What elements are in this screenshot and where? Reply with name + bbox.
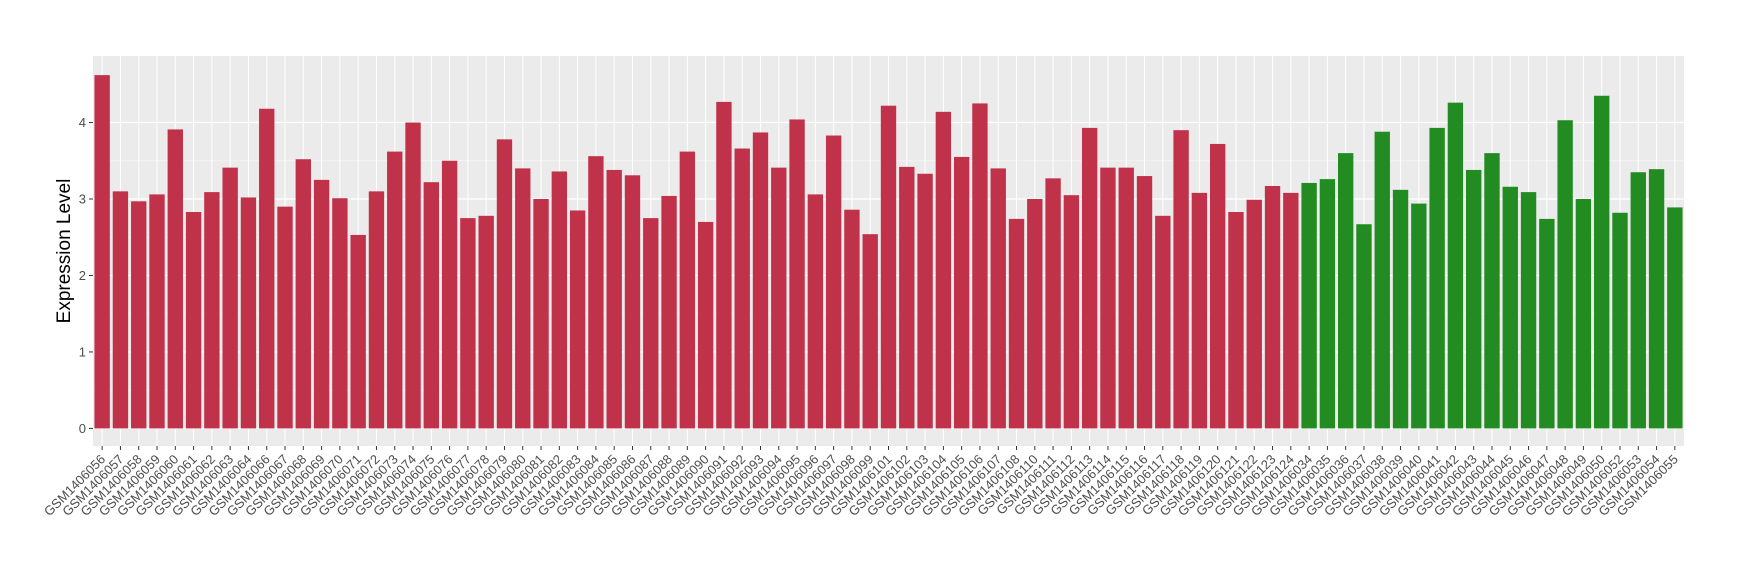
bar (1502, 186, 1518, 429)
bar (953, 156, 970, 429)
y-tick-label: 2 (79, 268, 86, 283)
bar (917, 173, 933, 429)
bar (1594, 95, 1610, 429)
bar (697, 221, 714, 429)
bar (1191, 192, 1208, 429)
bar (862, 234, 878, 429)
y-tick-label: 0 (79, 421, 86, 436)
bar (478, 215, 494, 429)
bar (1484, 153, 1500, 429)
bar (460, 218, 476, 429)
bar (1466, 169, 1482, 429)
bar (606, 169, 622, 429)
bar (716, 101, 732, 429)
bar (1374, 131, 1390, 429)
bar (222, 167, 238, 429)
bar (844, 209, 860, 429)
bar (807, 194, 824, 429)
bar (1173, 130, 1189, 429)
bar (1100, 167, 1116, 429)
bar (1539, 218, 1555, 429)
bar (423, 182, 439, 429)
bar (1411, 203, 1427, 429)
bar (1630, 172, 1646, 429)
bar (259, 108, 275, 429)
bar (1356, 224, 1372, 429)
bar (387, 151, 403, 429)
bar (1447, 102, 1464, 429)
bar (825, 135, 842, 429)
bar (1520, 192, 1537, 429)
bar (1246, 199, 1262, 429)
bar (167, 129, 183, 429)
y-tick-label: 4 (79, 115, 86, 130)
bar (734, 148, 750, 429)
bar (368, 191, 385, 429)
bar (643, 218, 659, 429)
bar (405, 122, 421, 429)
bar (496, 139, 513, 429)
bar (1209, 143, 1226, 429)
bar (1081, 127, 1098, 429)
bar (277, 206, 293, 429)
bar (1027, 199, 1043, 429)
bar (990, 168, 1006, 429)
bar (1301, 182, 1317, 429)
y-tick-label: 1 (79, 344, 86, 359)
bar (1648, 169, 1665, 429)
bar (789, 119, 805, 429)
bar (1667, 207, 1683, 429)
bar (1392, 189, 1409, 429)
bar (880, 105, 897, 429)
bar (1264, 186, 1281, 429)
bar (313, 179, 330, 429)
bar (661, 195, 677, 429)
bar (332, 198, 348, 429)
bar (350, 234, 366, 429)
bar (1228, 212, 1244, 429)
bar (204, 192, 220, 429)
bar (1118, 167, 1134, 429)
bar (295, 159, 311, 429)
bar (1008, 218, 1025, 429)
y-axis-label: Expression Level (54, 179, 75, 324)
bar (1338, 153, 1354, 429)
y-tick-label: 3 (79, 192, 86, 207)
bar (899, 166, 915, 429)
bar (551, 171, 568, 429)
bar (1136, 176, 1153, 429)
bar (441, 160, 458, 429)
bar (1575, 199, 1592, 429)
bar (1283, 192, 1299, 429)
bar (972, 103, 988, 429)
bar (533, 199, 549, 429)
bar (1429, 127, 1445, 429)
bar (752, 132, 769, 429)
bar (679, 151, 696, 429)
bar (1063, 195, 1080, 429)
bar (149, 194, 165, 429)
bar (624, 175, 641, 429)
bar (569, 210, 586, 429)
bar (1557, 120, 1573, 429)
bar (935, 111, 952, 429)
bar (185, 212, 202, 429)
bar (240, 197, 257, 429)
bar (1045, 178, 1061, 429)
bar (94, 75, 110, 429)
bar (515, 168, 531, 429)
bar (1155, 215, 1171, 429)
bar (771, 167, 787, 429)
bar (131, 201, 147, 429)
bar (588, 156, 604, 429)
bar (1319, 179, 1336, 429)
bar (1612, 212, 1628, 429)
bar (112, 191, 129, 429)
